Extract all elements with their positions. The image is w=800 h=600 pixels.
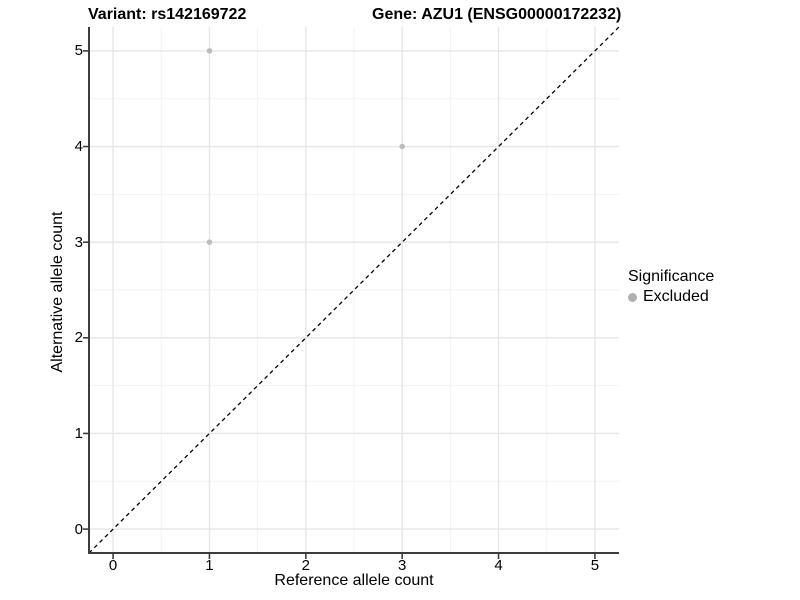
legend-title: Significance [628, 268, 715, 285]
legend-item: Excluded [628, 288, 714, 306]
x-tick-label: 2 [301, 557, 310, 574]
data-point [206, 239, 213, 245]
x-tick-label: 0 [108, 557, 118, 574]
x-tick-label: 5 [590, 557, 600, 574]
gene-title: Gene: AZU1 (ENSG00000172232) [372, 6, 622, 23]
y-tick-label: 0 [74, 520, 83, 538]
data-point [206, 48, 213, 54]
x-tick-label: 1 [205, 557, 214, 574]
legend-items: Excluded [628, 288, 714, 306]
y-tick-label: 2 [74, 329, 83, 347]
y-tick-label: 4 [74, 138, 83, 156]
variant-title: Variant: rs142169722 [88, 6, 247, 23]
data-point [399, 143, 405, 150]
legend-item-label: Excluded [643, 288, 709, 305]
x-tick-label: 4 [494, 557, 503, 574]
y-tick-label: 1 [74, 424, 83, 442]
x-tick-label: 3 [398, 557, 407, 574]
y-tick-label: 3 [74, 233, 83, 251]
y-axis-title: Alternative allele count [49, 211, 66, 373]
y-tick-label: 5 [74, 42, 83, 60]
x-axis-title: Reference allele count [274, 572, 434, 589]
legend: Significance Excluded [628, 268, 714, 306]
legend-point-icon [628, 292, 637, 302]
